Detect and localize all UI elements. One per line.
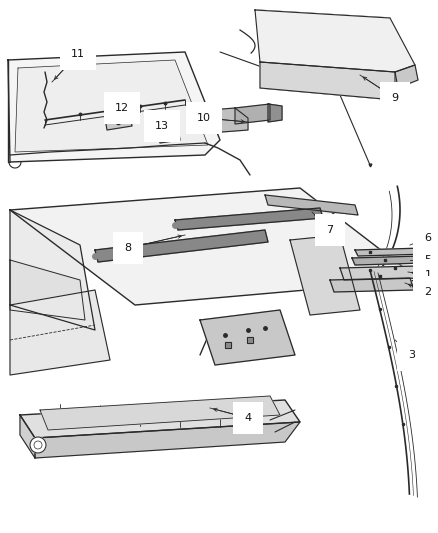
Polygon shape: [105, 114, 132, 130]
Polygon shape: [175, 208, 323, 230]
Text: 7: 7: [326, 225, 334, 235]
Text: 6: 6: [424, 233, 431, 243]
Bar: [247, 337, 253, 343]
Bar: [225, 342, 231, 348]
Text: 9: 9: [392, 93, 399, 103]
Polygon shape: [260, 62, 395, 100]
Polygon shape: [10, 210, 95, 330]
Text: 10: 10: [197, 113, 211, 123]
Text: 13: 13: [155, 121, 169, 131]
Polygon shape: [15, 60, 208, 152]
Polygon shape: [35, 422, 300, 458]
Polygon shape: [20, 400, 300, 438]
Polygon shape: [200, 310, 295, 365]
Polygon shape: [40, 396, 280, 430]
Polygon shape: [265, 195, 358, 215]
Polygon shape: [20, 415, 35, 458]
Text: 5: 5: [424, 255, 431, 265]
Circle shape: [30, 437, 46, 453]
Polygon shape: [255, 10, 415, 72]
Polygon shape: [235, 104, 270, 124]
Text: 12: 12: [115, 103, 129, 113]
Polygon shape: [10, 260, 85, 320]
Text: 11: 11: [71, 49, 85, 59]
Text: 8: 8: [124, 243, 131, 253]
Polygon shape: [210, 108, 248, 132]
Polygon shape: [268, 104, 282, 122]
Text: 1: 1: [424, 270, 431, 280]
Polygon shape: [340, 266, 422, 280]
Polygon shape: [352, 256, 425, 265]
Polygon shape: [330, 278, 414, 292]
Text: 2: 2: [424, 287, 431, 297]
Text: 4: 4: [244, 413, 251, 423]
Polygon shape: [290, 235, 360, 315]
Bar: [247, 337, 253, 343]
Bar: [225, 342, 231, 348]
Polygon shape: [395, 65, 418, 88]
Polygon shape: [355, 248, 428, 256]
Polygon shape: [158, 127, 180, 143]
Polygon shape: [8, 52, 220, 162]
Polygon shape: [10, 188, 420, 305]
Polygon shape: [10, 290, 110, 375]
Text: 3: 3: [409, 350, 416, 360]
Polygon shape: [95, 230, 268, 262]
